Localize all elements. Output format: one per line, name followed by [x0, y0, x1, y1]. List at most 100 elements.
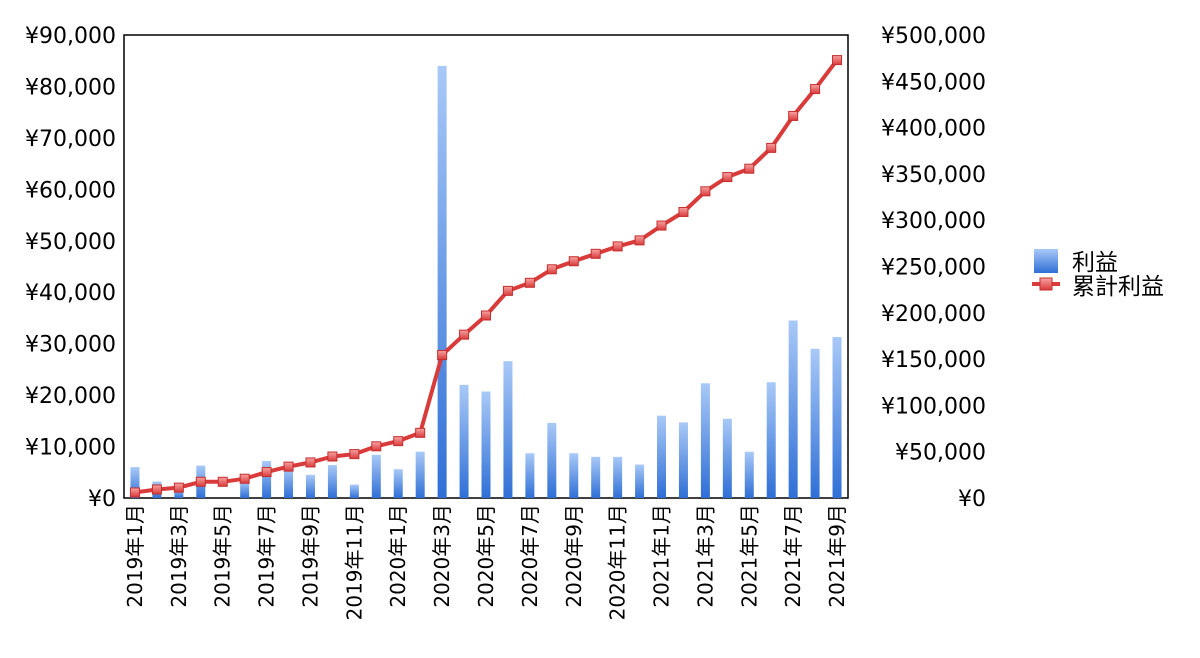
marker-cumulative-profit — [129, 487, 140, 498]
marker-cumulative-profit — [546, 264, 557, 275]
right-y-tick-label: ¥50,000 — [895, 441, 986, 466]
bar-profit — [525, 453, 535, 498]
bar-profit — [788, 320, 798, 498]
marker-cumulative-profit — [283, 461, 294, 472]
left-y-axis: ¥0 ¥10,000 ¥20,000 ¥30,000 ¥40,000 ¥50,000 ¥60… — [25, 24, 116, 512]
x-tick-label: 2019年1月 — [123, 504, 147, 608]
right-y-tick-label: ¥150,000 — [881, 348, 986, 373]
bar-profit — [459, 384, 469, 498]
left-y-tick-label: ¥0 — [88, 487, 116, 512]
bars-series — [130, 65, 842, 498]
marker-cumulative-profit — [744, 163, 755, 174]
x-tick-label: 2020年5月 — [474, 504, 498, 608]
bar-profit — [415, 451, 425, 498]
bar-profit — [393, 469, 403, 498]
bar-profit — [657, 415, 667, 498]
right-y-axis: ¥0 ¥50,000 ¥100,000 ¥150,000 ¥200,000 ¥250,00… — [881, 24, 986, 512]
legend-swatch-profit — [1034, 249, 1058, 273]
marker-cumulative-profit — [502, 285, 513, 296]
x-tick-label: 2021年7月 — [781, 504, 805, 608]
x-tick-label: 2021年3月 — [693, 504, 717, 608]
marker-cumulative-profit — [437, 350, 448, 361]
bar-profit — [832, 336, 842, 498]
bar-profit — [613, 456, 623, 498]
bar-profit — [503, 361, 513, 498]
bar-profit — [744, 451, 754, 498]
right-y-tick-label: ¥300,000 — [881, 209, 986, 234]
left-y-tick-label: ¥40,000 — [25, 281, 116, 306]
marker-cumulative-profit — [349, 449, 360, 460]
marker-cumulative-profit — [371, 441, 382, 452]
bar-profit — [700, 383, 710, 498]
bar-profit — [284, 467, 294, 498]
x-tick-label: 2019年11月 — [342, 504, 366, 620]
bar-profit — [481, 391, 491, 498]
left-y-tick-label: ¥90,000 — [25, 24, 116, 49]
right-y-tick-label: ¥450,000 — [881, 70, 986, 95]
x-tick-label: 2021年9月 — [825, 504, 849, 608]
x-tick-label: 2020年11月 — [606, 504, 630, 620]
marker-cumulative-profit — [481, 310, 491, 321]
right-y-tick-label: ¥250,000 — [881, 256, 986, 281]
left-y-tick-label: ¥10,000 — [25, 436, 116, 461]
marker-cumulative-profit — [393, 436, 404, 447]
marker-cumulative-profit — [151, 484, 162, 495]
marker-cumulative-profit — [524, 277, 535, 288]
marker-cumulative-profit — [327, 451, 338, 462]
marker-cumulative-profit — [415, 427, 426, 438]
bar-profit — [240, 481, 250, 498]
left-y-tick-label: ¥70,000 — [25, 127, 116, 152]
left-y-tick-label: ¥30,000 — [25, 333, 116, 358]
marker-cumulative-profit — [612, 241, 623, 252]
right-y-tick-label: ¥500,000 — [881, 24, 986, 49]
marker-cumulative-profit — [459, 329, 470, 340]
left-y-tick-label: ¥50,000 — [25, 230, 116, 255]
legend-label-cumulative: 累計利益 — [1072, 274, 1164, 300]
legend-marker-cumulative — [1039, 277, 1053, 291]
x-tick-label: 2020年7月 — [518, 504, 542, 608]
bar-profit — [174, 487, 184, 498]
bar-profit — [722, 418, 732, 498]
marker-cumulative-profit — [195, 476, 206, 487]
bar-profit — [547, 422, 557, 498]
marker-cumulative-profit — [305, 457, 316, 468]
marker-cumulative-profit — [766, 142, 777, 153]
marker-cumulative-profit — [590, 248, 601, 259]
marker-cumulative-profit — [261, 467, 272, 478]
right-y-tick-label: ¥200,000 — [881, 302, 986, 327]
marker-cumulative-profit — [832, 55, 843, 66]
bar-profit — [305, 474, 315, 498]
right-y-tick-label: ¥100,000 — [881, 394, 986, 419]
marker-cumulative-profit — [656, 220, 667, 231]
x-tick-label: 2019年3月 — [167, 504, 191, 608]
bar-profit — [591, 456, 601, 498]
marker-cumulative-profit — [678, 206, 689, 217]
bar-profit — [262, 460, 272, 498]
line-markers — [129, 55, 843, 498]
bar-profit — [371, 454, 381, 498]
left-y-tick-label: ¥80,000 — [25, 75, 116, 100]
bar-profit — [437, 65, 447, 498]
x-tick-label: 2021年1月 — [650, 504, 674, 608]
x-tick-label: 2020年1月 — [386, 504, 410, 608]
bar-profit — [678, 422, 688, 498]
bar-profit — [635, 464, 645, 498]
right-y-tick-label: ¥400,000 — [881, 117, 986, 142]
marker-cumulative-profit — [700, 186, 711, 197]
bar-profit — [569, 453, 579, 498]
marker-cumulative-profit — [173, 482, 184, 493]
marker-cumulative-profit — [568, 256, 579, 267]
bar-profit — [327, 465, 337, 498]
bar-profit — [130, 467, 140, 498]
marker-cumulative-profit — [634, 235, 645, 246]
right-y-tick-label: ¥350,000 — [881, 163, 986, 188]
x-axis: 2019年1月 2019年3月 2019年5月 2019年7月 2019年9月 2019年… — [123, 504, 849, 620]
x-tick-label: 2021年5月 — [737, 504, 761, 608]
bar-profit — [766, 382, 776, 498]
x-tick-label: 2020年3月 — [430, 504, 454, 608]
marker-cumulative-profit — [722, 172, 733, 183]
left-y-tick-label: ¥60,000 — [25, 178, 116, 203]
x-tick-label: 2020年9月 — [562, 504, 586, 608]
